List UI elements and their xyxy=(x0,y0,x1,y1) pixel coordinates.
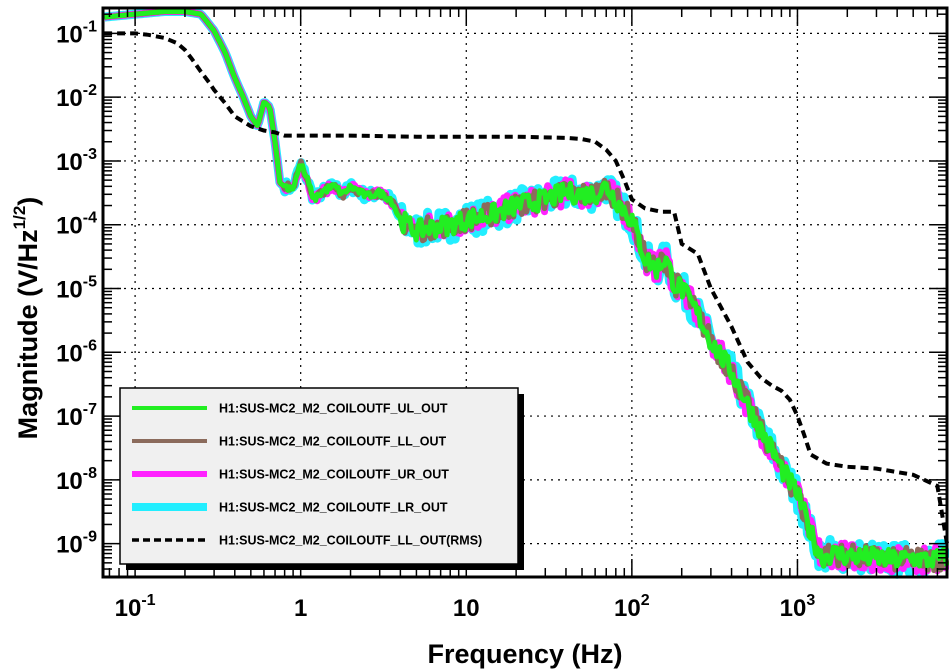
y-tick-labels: 10-1 10-2 10-3 10-4 10-5 10-6 10-7 10-8 10-9 xyxy=(56,18,97,558)
plot-series xyxy=(101,7,949,579)
legend-label: H1:SUS-MC2_M2_COILOUTF_LR_OUT xyxy=(219,501,448,515)
y-axis-title: Magnitude (V/Hz1/2) xyxy=(10,197,43,440)
y-tick-label: 10-4 xyxy=(56,210,97,240)
legend-label: H1:SUS-MC2_M2_COILOUTF_UR_OUT xyxy=(219,468,449,482)
plot-frame xyxy=(101,6,949,579)
legend: H1:SUS-MC2_M2_COILOUTF_UL_OUT H1:SUS-MC2_… xyxy=(119,387,524,570)
y-tick-label: 10-3 xyxy=(56,146,97,176)
x-tick-label: 103 xyxy=(780,592,816,622)
y-tick-label: 10-6 xyxy=(56,337,97,367)
y-tick-label: 10-2 xyxy=(56,82,97,112)
y-tick-label: 10-1 xyxy=(56,18,97,48)
series-line-rms xyxy=(104,31,949,544)
legend-label: H1:SUS-MC2_M2_COILOUTF_UL_OUT xyxy=(219,402,448,416)
x-tick-label: 1 xyxy=(294,595,307,622)
series-line xyxy=(103,9,949,570)
y-axis-title-exponent: 1/2 xyxy=(10,206,29,230)
y-axis-title-main: Magnitude (V/Hz xyxy=(13,229,43,439)
x-axis-title: Frequency (Hz) xyxy=(427,639,622,669)
y-tick-label: 10-9 xyxy=(56,529,97,559)
y-tick-label: 10-8 xyxy=(56,465,97,495)
axis-ticks xyxy=(103,8,948,578)
y-axis-title-close: ) xyxy=(13,197,43,206)
x-tick-label: 102 xyxy=(614,592,650,622)
x-tick-label: 10 xyxy=(453,595,480,622)
y-tick-label: 10-7 xyxy=(56,401,97,431)
legend-label: H1:SUS-MC2_M2_COILOUTF_LL_OUT(RMS) xyxy=(219,534,482,548)
legend-label: H1:SUS-MC2_M2_COILOUTF_LL_OUT xyxy=(219,435,446,449)
y-tick-label: 10-5 xyxy=(56,274,97,304)
x-tick-labels: 10-1 1 10 102 103 xyxy=(115,592,816,622)
x-tick-label: 10-1 xyxy=(115,592,156,622)
